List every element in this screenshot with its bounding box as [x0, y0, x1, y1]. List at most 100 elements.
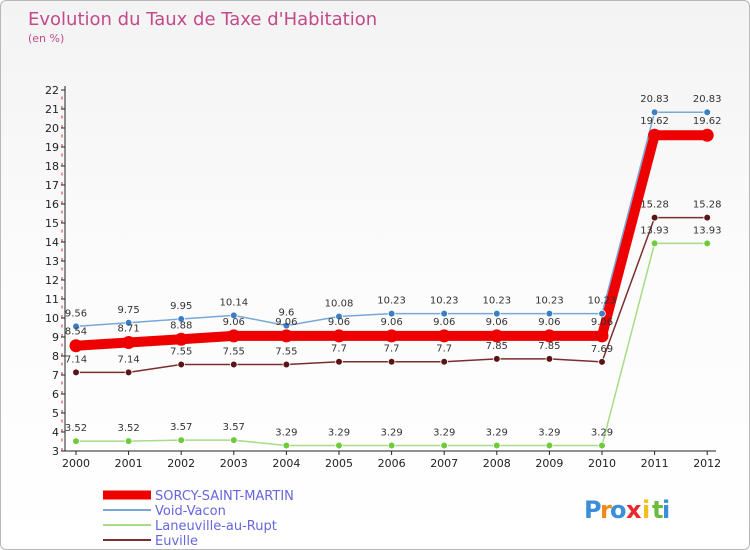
x-tick-label: 2009 — [535, 457, 563, 470]
data-label: 13.93 — [640, 225, 669, 236]
series-point-sorcy — [332, 329, 346, 343]
data-label: 15.28 — [640, 200, 669, 211]
x-tick-label: 2000 — [62, 457, 90, 470]
data-label: 9.06 — [223, 317, 245, 328]
series-point-void-vacon — [387, 309, 396, 318]
data-label: 3.52 — [65, 423, 87, 434]
data-label: 10.23 — [430, 296, 459, 307]
y-tick-label: 12 — [45, 274, 59, 287]
series-point-euville — [230, 360, 238, 369]
series-point-sorcy — [437, 329, 451, 343]
legend-label: SORCY-SAINT-MARTIN — [155, 489, 294, 504]
series-point-sorcy — [648, 128, 662, 142]
data-label: 7.85 — [538, 341, 560, 352]
x-tick-label: 2011 — [641, 457, 669, 470]
data-label: 7.85 — [486, 341, 508, 352]
logo-letter: i — [662, 496, 670, 524]
data-label: 3.52 — [117, 423, 139, 434]
series-point-sorcy — [385, 329, 399, 343]
series-point-void-vacon — [440, 309, 449, 318]
data-label: 9.06 — [433, 317, 455, 328]
series-point-euville — [492, 355, 501, 363]
data-label: 3.57 — [170, 422, 192, 433]
data-label: 19.62 — [640, 116, 669, 127]
data-label: 15.28 — [693, 200, 722, 211]
data-label: 9.06 — [486, 317, 508, 328]
series-point-void-vacon — [124, 318, 133, 327]
data-label: 10.23 — [377, 296, 406, 307]
data-label: 10.23 — [535, 296, 564, 307]
series-point-sorcy — [542, 329, 556, 343]
series-point-laneuville-au-rupt — [282, 441, 291, 450]
y-tick-label: 11 — [45, 293, 59, 306]
data-label: 9.56 — [65, 308, 87, 319]
y-tick-label: 4 — [52, 426, 59, 439]
series-point-laneuville-au-rupt — [650, 239, 659, 248]
y-tick-label: 7 — [52, 369, 59, 382]
series-point-euville — [598, 358, 606, 366]
x-tick-label: 2010 — [588, 457, 616, 470]
series-point-laneuville-au-rupt — [124, 437, 133, 445]
x-tick-label: 2007 — [430, 457, 458, 470]
series-point-sorcy — [700, 128, 714, 142]
data-label: 3.29 — [433, 427, 455, 438]
series-point-laneuville-au-rupt — [703, 239, 711, 248]
series-point-void-vacon — [335, 312, 343, 321]
data-label: 20.83 — [640, 94, 669, 105]
series-point-void-vacon — [492, 309, 501, 318]
data-label: 19.62 — [693, 116, 722, 127]
data-label: 8.71 — [117, 324, 139, 335]
x-tick-label: 2012 — [693, 457, 721, 470]
series-point-euville — [387, 357, 396, 366]
data-label: 8.88 — [170, 320, 192, 331]
data-label: 10.14 — [219, 297, 248, 308]
data-label: 3.29 — [380, 427, 402, 438]
series-point-sorcy — [174, 332, 188, 346]
series-point-void-vacon — [177, 315, 186, 323]
x-tick-label: 2001 — [115, 457, 143, 470]
logo-letter: x — [626, 496, 642, 524]
series-point-euville — [282, 360, 291, 369]
legend-label: Void-Vacon — [155, 504, 226, 519]
series-point-void-vacon — [545, 309, 554, 318]
data-label: 10.23 — [482, 296, 511, 307]
series-point-sorcy — [69, 339, 83, 353]
series-point-sorcy — [279, 329, 293, 343]
data-label: 3.57 — [223, 422, 245, 433]
logo-letter: t — [652, 496, 663, 524]
series-point-void-vacon — [703, 108, 711, 117]
data-label: 3.29 — [591, 427, 613, 438]
series-point-sorcy — [490, 329, 504, 343]
data-label: 7.55 — [170, 347, 192, 358]
series-point-laneuville-au-rupt — [335, 441, 343, 450]
series-point-laneuville-au-rupt — [177, 436, 186, 444]
series-point-laneuville-au-rupt — [72, 437, 80, 445]
x-tick-label: 2008 — [483, 457, 511, 470]
x-tick-label: 2004 — [272, 457, 300, 470]
chart-subtitle: (en %) — [28, 32, 64, 45]
series-point-void-vacon — [230, 311, 238, 320]
data-label: 7.14 — [65, 354, 87, 365]
data-label: 7.7 — [331, 344, 347, 355]
data-label: 9.06 — [538, 317, 560, 328]
y-tick-label: 14 — [45, 236, 59, 249]
data-label: 10.23 — [588, 296, 617, 307]
data-label: 9.75 — [117, 305, 139, 316]
y-tick-label: 9 — [52, 331, 59, 344]
data-label: 9.06 — [275, 317, 297, 328]
y-tick-label: 19 — [45, 141, 59, 154]
x-tick-label: 2005 — [325, 457, 353, 470]
logo-letter: r — [600, 496, 612, 524]
data-label: 20.83 — [693, 94, 722, 105]
data-label: 3.29 — [486, 427, 508, 438]
data-label: 13.93 — [693, 225, 722, 236]
series-point-euville — [650, 213, 659, 222]
series-point-euville — [440, 357, 449, 366]
data-label: 7.14 — [117, 354, 139, 365]
data-label: 7.7 — [436, 344, 452, 355]
data-label: 7.7 — [384, 344, 400, 355]
y-tick-label: 6 — [52, 388, 59, 401]
x-tick-label: 2003 — [220, 457, 248, 470]
data-label: 8.54 — [65, 327, 87, 338]
